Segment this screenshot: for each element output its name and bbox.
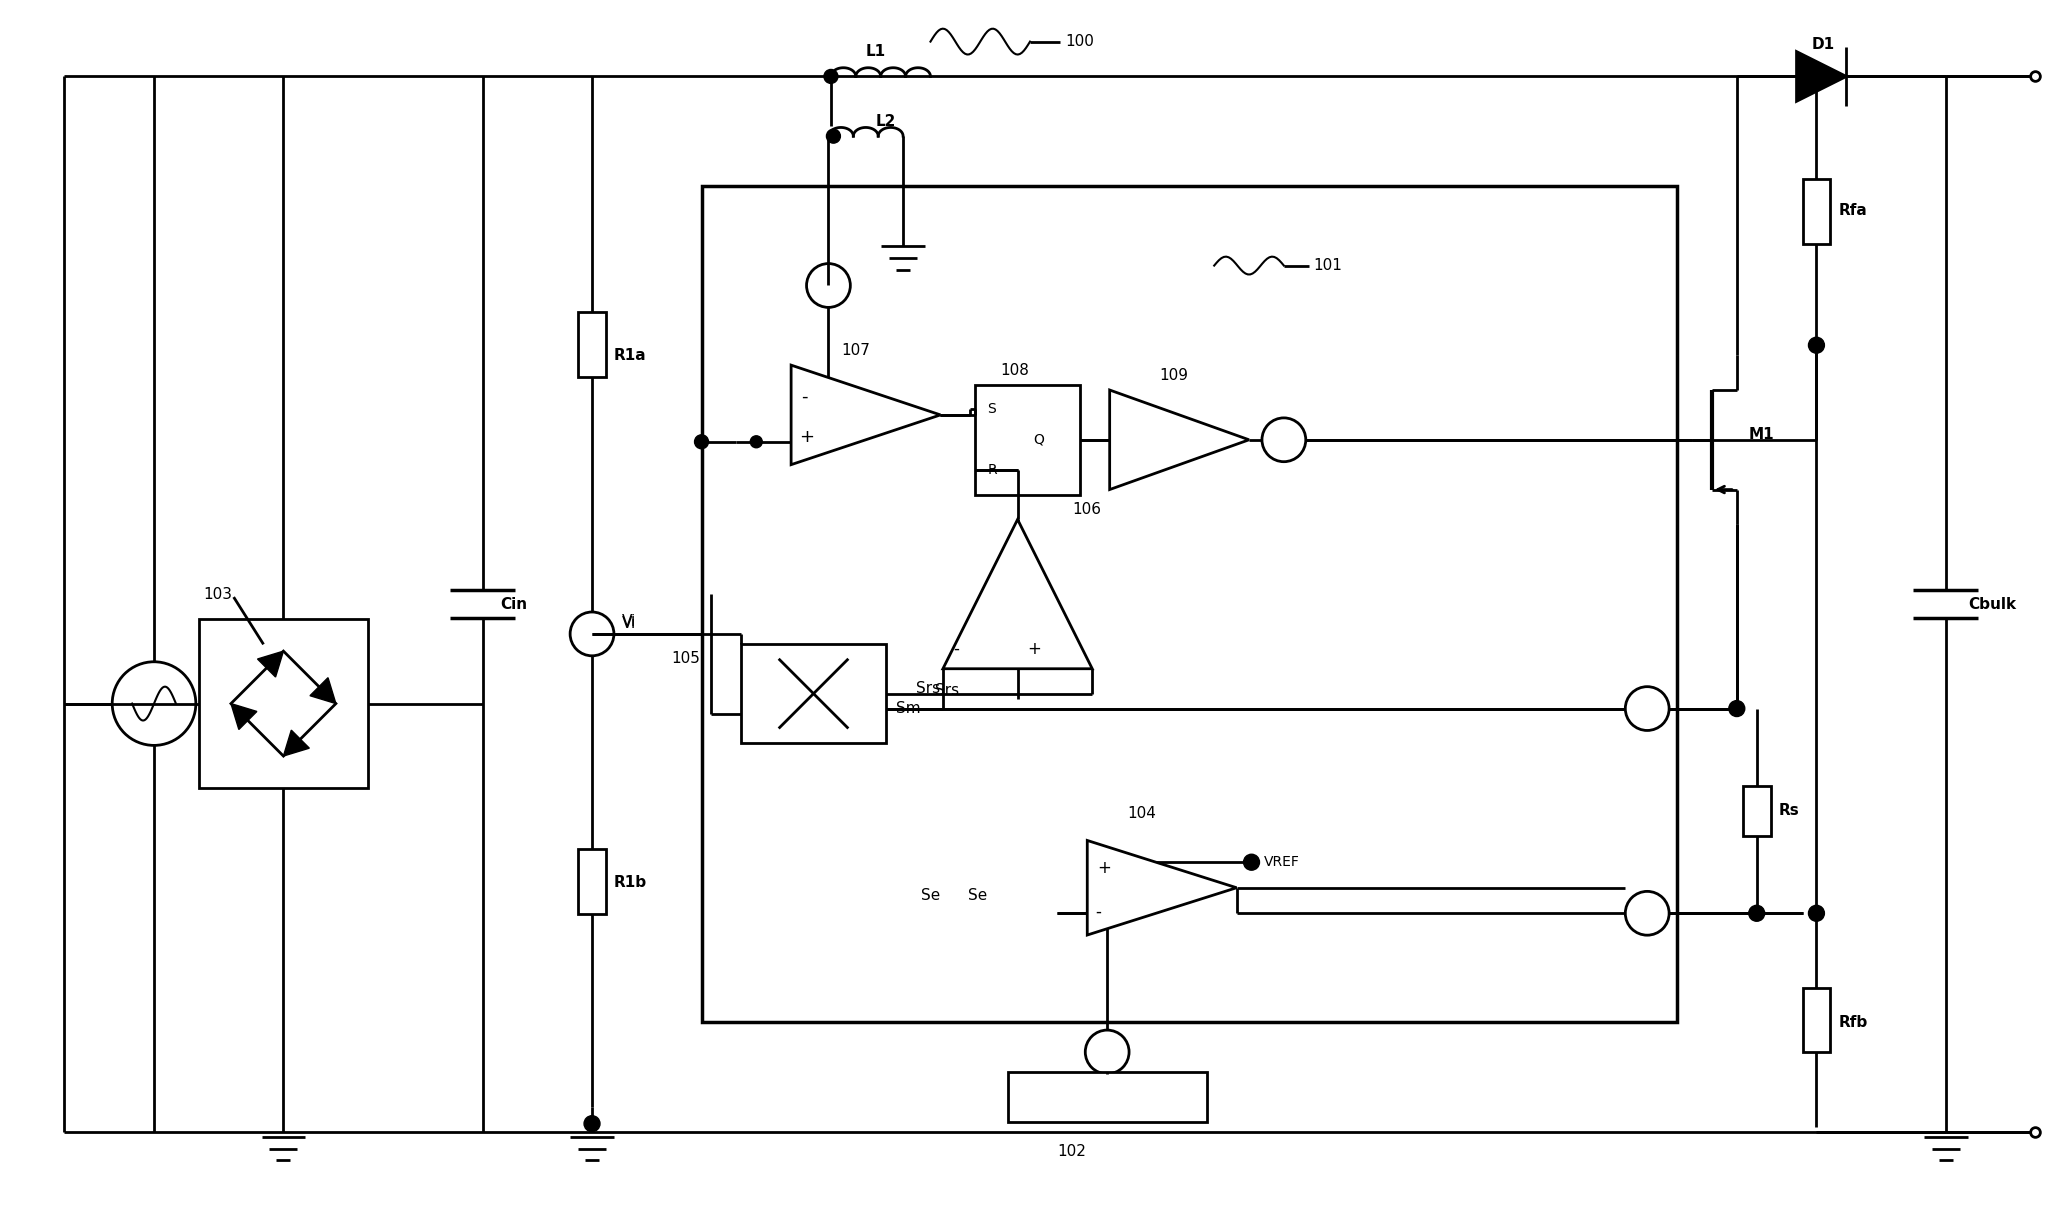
Polygon shape [792,365,941,465]
Circle shape [825,70,837,83]
Text: Se: Se [968,887,986,903]
Text: Cbulk: Cbulk [1968,596,2016,612]
Text: -: - [953,640,959,657]
Bar [702,186,1676,1022]
Polygon shape [284,731,309,756]
Bar [578,312,605,377]
Text: Srs: Srs [916,681,941,696]
Circle shape [1749,906,1765,922]
Circle shape [584,1116,601,1132]
Text: R1a: R1a [613,348,646,362]
Text: +: + [800,428,814,446]
Polygon shape [943,519,1092,668]
Text: 104: 104 [1127,805,1156,820]
Bar [976,386,1080,494]
Text: Rfb: Rfb [1838,1015,1867,1029]
Text: Q: Q [1032,433,1044,447]
Text: Sm: Sm [895,701,920,716]
Text: Srs: Srs [934,683,959,698]
Bar [1007,1072,1206,1121]
Bar [1803,179,1830,244]
Circle shape [806,263,850,307]
Polygon shape [1111,390,1249,490]
Text: S: S [986,403,997,416]
Text: +: + [1028,640,1042,657]
Text: Vi: Vi [622,614,636,629]
Circle shape [1624,687,1670,731]
Text: 105: 105 [671,651,700,666]
Text: Se: Se [920,887,941,903]
Text: +: + [1098,859,1111,876]
Text: R1b: R1b [613,875,646,890]
Circle shape [1262,417,1305,461]
Polygon shape [1088,841,1237,935]
Circle shape [1086,1031,1129,1073]
Text: 108: 108 [1001,362,1030,377]
Polygon shape [1796,51,1846,102]
Text: Vi: Vi [622,617,636,632]
Circle shape [1243,854,1260,870]
Text: L1: L1 [866,44,887,59]
Text: 101: 101 [1314,258,1343,273]
Text: D1: D1 [1811,37,1834,53]
Circle shape [750,436,762,448]
Text: R: R [986,464,997,477]
Text: 109: 109 [1160,367,1189,383]
Text: 103: 103 [203,586,232,601]
Text: Rs: Rs [1778,803,1798,819]
Circle shape [1809,338,1825,354]
Text: -: - [802,388,808,406]
Polygon shape [311,678,336,704]
Bar [1743,786,1772,836]
Circle shape [570,612,613,656]
Bar [578,849,605,913]
Text: L2: L2 [876,114,895,129]
Text: 107: 107 [841,343,870,357]
Text: Rfa: Rfa [1838,203,1867,218]
Text: 106: 106 [1073,502,1102,517]
Bar [199,619,369,788]
Circle shape [827,130,841,143]
Circle shape [112,662,197,745]
Text: -: - [1096,902,1100,920]
Text: VREF: VREF [1264,856,1299,869]
Circle shape [1728,700,1745,716]
Text: 102: 102 [1057,1144,1086,1159]
Circle shape [694,435,709,449]
Text: Cin: Cin [501,596,528,612]
Polygon shape [230,704,257,730]
Text: M1: M1 [1749,427,1774,442]
Polygon shape [257,651,284,677]
Text: 100: 100 [1065,34,1094,49]
Circle shape [1809,906,1825,922]
Bar [1803,988,1830,1053]
Circle shape [1624,891,1670,935]
Bar [742,644,885,743]
